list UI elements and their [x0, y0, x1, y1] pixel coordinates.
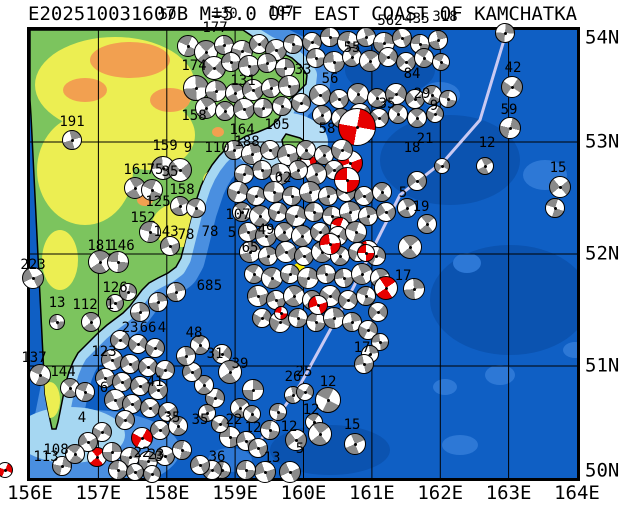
- lon-tick-label: 161E: [348, 482, 395, 504]
- map-frame: [27, 27, 580, 481]
- lon-tick-label: 158E: [143, 482, 190, 504]
- ball-center-dot: [4, 469, 7, 472]
- lon-tick-label: 163E: [485, 482, 532, 504]
- lon-tick-label: 162E: [417, 482, 464, 504]
- lon-tick-label: 159E: [212, 482, 259, 504]
- lat-tick-label: 51N: [585, 354, 620, 377]
- terrain-basemap: [30, 30, 577, 478]
- lat-tick-label: 54N: [585, 26, 620, 49]
- lon-tick-label: 160E: [280, 482, 327, 504]
- plot-title: E202510031607B M=5.0 OFF EAST COAST OF K…: [28, 3, 578, 25]
- lon-tick-label: 164E: [554, 482, 600, 504]
- lat-tick-label: 53N: [585, 130, 620, 153]
- focal-mechanism-red: [0, 462, 13, 478]
- lon-tick-label: 156E: [7, 482, 53, 504]
- lon-tick-label: 157E: [75, 482, 122, 504]
- lat-tick-label: 52N: [585, 242, 620, 265]
- lat-tick-label: 50N: [585, 459, 620, 482]
